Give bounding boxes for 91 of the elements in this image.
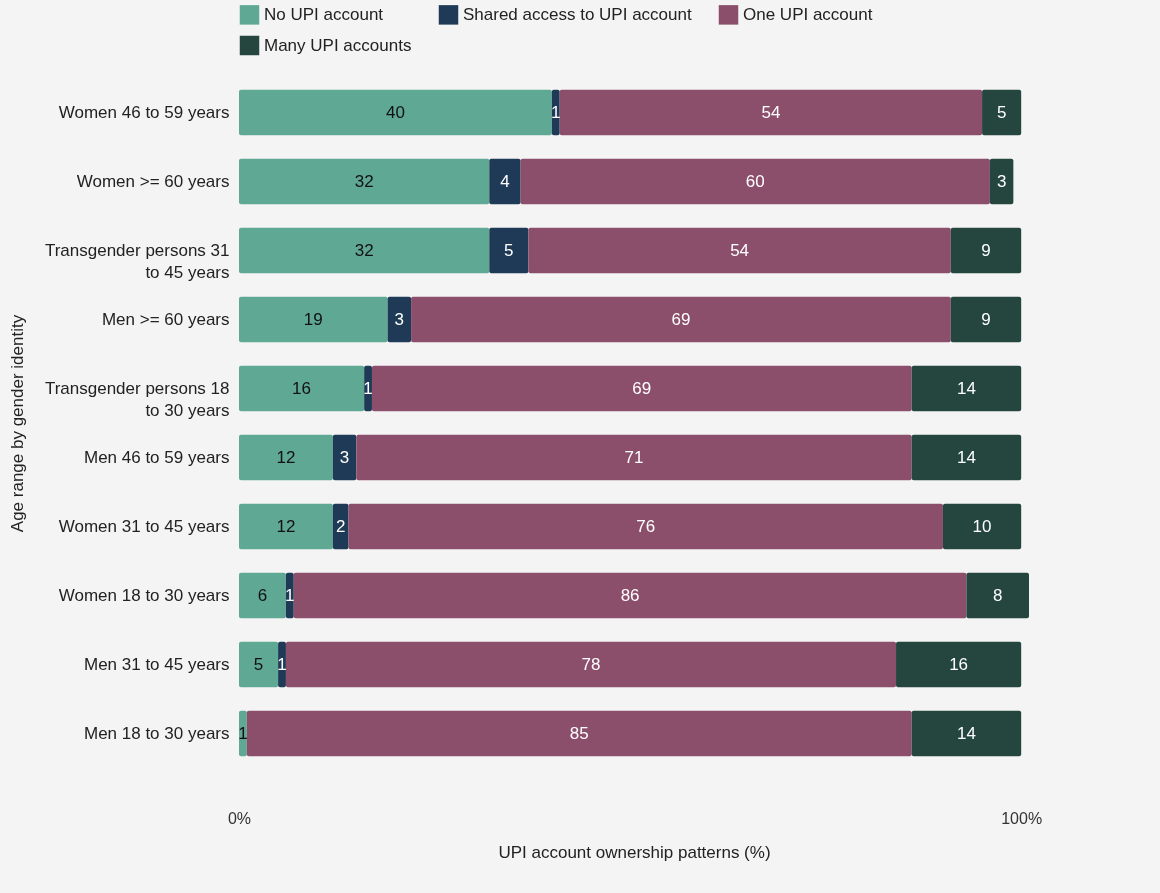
bar [950,227,1022,274]
bar [239,89,552,136]
data-label: 14 [956,723,976,743]
bar [239,572,286,619]
data-label: 10 [972,516,992,536]
bar [332,434,357,481]
bar [989,158,1014,205]
y-tick-label: Men >= 60 years [101,309,230,329]
bar [489,158,521,205]
bar [348,503,943,550]
data-label: 40 [385,102,405,122]
bar [489,227,529,274]
bar [371,365,912,412]
bar [239,296,388,343]
bar [285,641,897,688]
data-label: 14 [956,447,976,467]
y-tick-label: Women 31 to 45 years [58,516,230,536]
y-tick-label: Women >= 60 years [76,171,230,191]
bar [896,641,1022,688]
bar [982,89,1022,136]
data-label: 1 [285,585,295,605]
y-tick-label: Women 46 to 59 years [58,102,230,122]
y-tick-label: Transgender persons 18 to 30 years [44,378,230,420]
bar [239,227,490,274]
y-tick-label: Women 18 to 30 years [58,585,230,605]
y-tick-label: Men 31 to 45 years [83,654,230,674]
data-label: 1 [238,723,248,743]
data-label: 1 [363,378,373,398]
bar [911,710,1022,757]
x-axis-title: UPI account ownership patterns (%) [498,842,771,862]
data-label: 5 [996,102,1007,122]
bar [293,572,967,619]
data-label: 78 [581,654,601,674]
bar [520,158,990,205]
data-label: 69 [632,378,652,398]
bar [911,434,1022,481]
x-tick-label: 0% [227,809,252,827]
legend-label: Shared access to UPI account [463,4,692,24]
data-label: 69 [671,309,691,329]
data-label: 1 [277,654,287,674]
data-label: 12 [276,516,296,536]
legend-label: One UPI account [743,4,873,24]
bar [239,503,333,550]
bar [239,434,333,481]
data-label: 19 [303,309,323,329]
data-label: 4 [500,171,510,191]
data-label: 6 [257,585,268,605]
bar [246,710,912,757]
bar [387,296,412,343]
bar [559,89,983,136]
bar [332,503,349,550]
data-label: 3 [996,171,1007,191]
data-label: 71 [624,447,644,467]
data-label: 9 [981,240,991,260]
y-axis-title: Age range by gender identity [7,314,27,533]
legend-label: Many UPI accounts [264,35,412,55]
data-label: 76 [636,516,656,536]
bar [239,641,279,688]
y-tick-label: Men 46 to 59 years [83,447,230,467]
data-label: 86 [620,585,640,605]
bar [356,434,912,481]
data-label: 16 [949,654,969,674]
data-label: 85 [569,723,589,743]
bar [411,296,951,343]
data-label: 54 [761,102,781,122]
y-tick-label: Men 18 to 30 years [83,723,230,743]
data-label: 8 [992,585,1003,605]
data-label: 54 [730,240,750,260]
data-label: 5 [504,240,514,260]
bar [966,572,1029,619]
data-label: 9 [981,309,991,329]
data-label: 12 [276,447,296,467]
bar [239,158,490,205]
bar [911,365,1022,412]
bar [942,503,1022,550]
data-label: 1 [551,102,561,122]
data-label: 32 [354,171,374,191]
bar [950,296,1022,343]
data-label: 3 [339,447,350,467]
data-label: 5 [253,654,264,674]
legend-label: No UPI account [264,4,384,24]
data-label: 14 [956,378,976,398]
data-label: 60 [745,171,765,191]
data-label: 32 [354,240,374,260]
y-tick-label: Transgender persons 31 to 45 years [44,240,230,282]
bar [528,227,951,274]
bar [239,365,365,412]
data-label: 2 [335,516,346,536]
data-label: 16 [292,378,312,398]
x-tick-label: 100% [1001,809,1043,827]
data-label: 3 [394,309,405,329]
